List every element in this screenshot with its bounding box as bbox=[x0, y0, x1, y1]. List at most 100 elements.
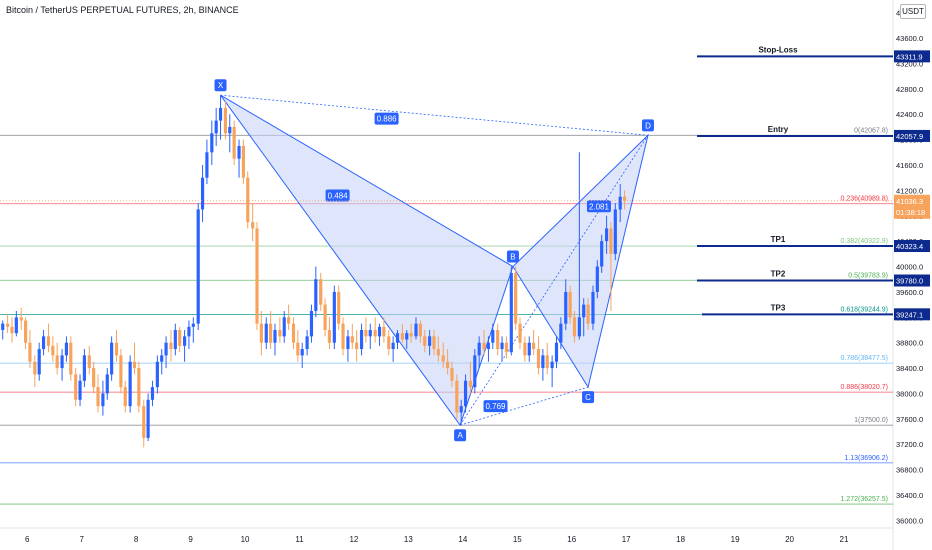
candle-body bbox=[305, 336, 309, 350]
candle-body bbox=[232, 126, 236, 159]
candles bbox=[1, 95, 627, 448]
ratio-badge bbox=[374, 112, 399, 125]
fib-level-label: 1(37500.0) bbox=[854, 417, 888, 424]
candle-body bbox=[255, 228, 259, 324]
candle-body bbox=[337, 291, 341, 324]
candle-body bbox=[323, 304, 327, 330]
candle-body bbox=[105, 374, 109, 394]
price-tag bbox=[894, 274, 930, 287]
candle-body bbox=[200, 177, 205, 210]
candle-body bbox=[251, 222, 255, 229]
chart-title: Bitcoin / TetherUS PERPETUAL FUTURES, 2h… bbox=[6, 5, 239, 15]
candle-body bbox=[178, 330, 182, 346]
candle-body bbox=[604, 228, 609, 242]
candle-body bbox=[591, 291, 595, 324]
candle-body bbox=[55, 355, 59, 369]
x-tick-label: 8 bbox=[134, 535, 139, 544]
candle-body bbox=[101, 393, 105, 407]
candle-body bbox=[241, 145, 245, 178]
y-tick-label: 43600.0 bbox=[896, 34, 923, 43]
y-tick-label: 37200.0 bbox=[896, 440, 923, 449]
x-tick-label: 6 bbox=[25, 535, 30, 544]
candle-body bbox=[191, 323, 195, 327]
candle-body bbox=[183, 336, 187, 346]
candle-body bbox=[196, 209, 200, 324]
candle-body bbox=[518, 323, 522, 343]
candle-body bbox=[228, 126, 232, 134]
x-tick-label: 20 bbox=[785, 535, 794, 544]
y-tick-label: 37600.0 bbox=[896, 415, 923, 424]
candle-body bbox=[300, 349, 304, 356]
candle-body bbox=[355, 342, 359, 350]
price-tag-text: 39780.0 bbox=[896, 277, 923, 286]
price-tag bbox=[894, 240, 930, 253]
candle-body bbox=[577, 317, 581, 337]
fib-level-label: 0.618(39244.9) bbox=[841, 306, 888, 313]
candle-body bbox=[541, 355, 545, 369]
candle-body bbox=[132, 361, 137, 369]
candle-body bbox=[368, 330, 372, 337]
candle-body bbox=[146, 399, 150, 438]
y-tick-label: 36800.0 bbox=[896, 466, 923, 475]
candle-body bbox=[572, 317, 577, 337]
candle-body bbox=[450, 368, 454, 381]
y-tick-label: 42800.0 bbox=[896, 85, 923, 94]
candle-body bbox=[287, 317, 291, 324]
candle-body bbox=[391, 342, 395, 350]
candle-body bbox=[532, 342, 536, 350]
candle-body bbox=[405, 333, 409, 340]
y-tick-label: 42400.0 bbox=[896, 110, 923, 119]
trade-level-label: Stop-Loss bbox=[758, 45, 798, 54]
pattern-point-badge bbox=[214, 79, 227, 92]
candle-body bbox=[377, 326, 382, 337]
candle-body bbox=[269, 323, 273, 343]
currency-selector[interactable]: USDT bbox=[900, 4, 926, 19]
candle-body bbox=[1, 323, 5, 330]
candle-body bbox=[346, 336, 350, 350]
price-tag-text: 43311.9 bbox=[896, 52, 923, 61]
x-tick-label: 7 bbox=[79, 535, 84, 544]
candle-body bbox=[314, 279, 318, 311]
candle-body bbox=[595, 266, 599, 292]
candle-body bbox=[473, 355, 477, 388]
trade-level-label: TP1 bbox=[771, 235, 786, 244]
candle-body bbox=[423, 336, 427, 346]
candle-body bbox=[341, 323, 345, 350]
candle-body bbox=[273, 330, 277, 343]
y-tick-label: 39600.0 bbox=[896, 288, 923, 297]
candle-body bbox=[332, 291, 336, 343]
candle-body bbox=[432, 336, 436, 350]
y-tick-label: 36400.0 bbox=[896, 491, 923, 500]
candle-body bbox=[327, 330, 332, 343]
candle-body bbox=[400, 333, 404, 340]
harmonic-pattern bbox=[220, 94, 649, 427]
candle-body bbox=[24, 320, 28, 343]
candle-body bbox=[491, 330, 495, 343]
fib-level-label: 0(42067.8) bbox=[854, 127, 888, 134]
candle-body bbox=[459, 406, 463, 413]
candle-body bbox=[359, 330, 364, 350]
pattern-point-label: X bbox=[218, 81, 224, 90]
candle-body bbox=[150, 387, 155, 400]
pattern-point-badge bbox=[582, 391, 595, 404]
candle-body bbox=[142, 406, 146, 438]
candle-body bbox=[51, 345, 55, 356]
fib-level-label: 0.886(38020.7) bbox=[841, 384, 888, 391]
candle-body bbox=[309, 310, 314, 337]
pattern-point-badge bbox=[641, 119, 654, 132]
candle-body bbox=[123, 387, 127, 407]
candle-body bbox=[110, 342, 114, 375]
x-tick-label: 10 bbox=[241, 535, 250, 544]
candle-body bbox=[496, 330, 500, 350]
candle-body bbox=[527, 342, 531, 356]
candle-body bbox=[613, 209, 617, 254]
current-price-text: 41036.3 bbox=[896, 197, 923, 206]
ratio-badge bbox=[483, 400, 508, 413]
candle-body bbox=[92, 368, 96, 388]
candle-body bbox=[214, 120, 218, 134]
candle-body bbox=[382, 326, 386, 337]
candle-body bbox=[554, 342, 559, 362]
candle-body bbox=[96, 387, 100, 407]
candle-body bbox=[586, 304, 590, 324]
